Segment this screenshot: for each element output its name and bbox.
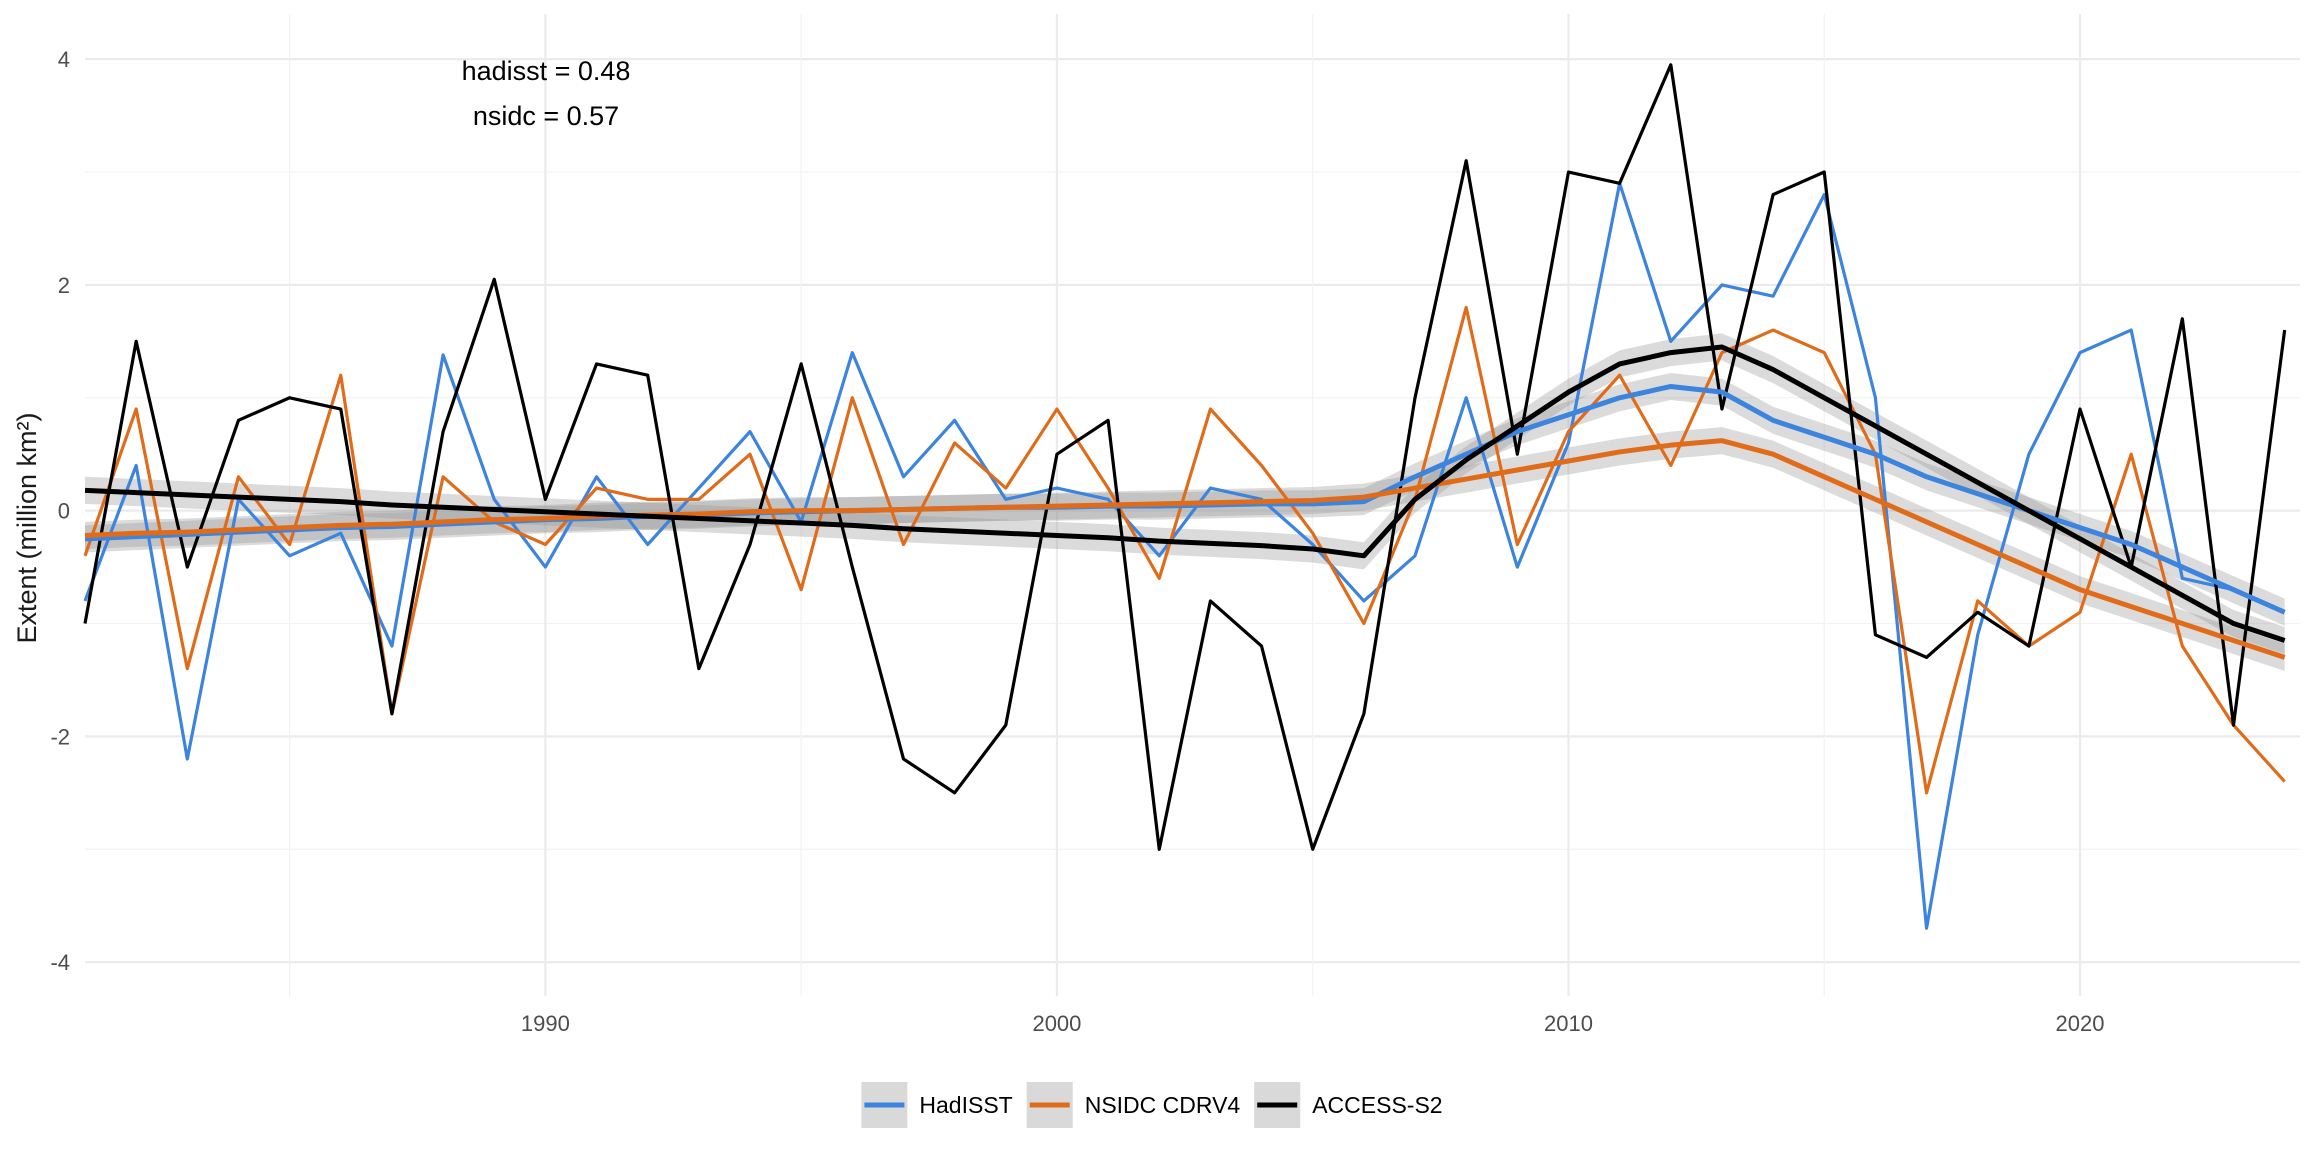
trend-lines: [84, 344, 2286, 660]
axis-labels: -4 -2 0 2 4 1990 2000 2010 2020: [50, 47, 2104, 1036]
x-tick-label: 2000: [1032, 1011, 1081, 1036]
y-tick-label: -4: [50, 950, 70, 975]
x-tick-label: 2010: [1544, 1011, 1593, 1036]
annotations: hadisst = 0.48 nsidc = 0.57: [462, 56, 631, 131]
trend-line: [84, 344, 2286, 643]
legend-label: NSIDC CDRV4: [1085, 1092, 1241, 1118]
y-tick-label: 0: [58, 499, 70, 524]
series-line: [83, 305, 2286, 795]
confidence-bands: [85, 333, 2285, 671]
y-tick-label: 4: [58, 47, 70, 72]
legend-label: HadISST: [919, 1092, 1012, 1118]
y-axis-label: Extent (million km²): [12, 412, 42, 643]
series-line: [83, 181, 2286, 930]
y-tick-label: -2: [50, 724, 70, 749]
trend-line: [84, 438, 2286, 660]
x-tick-label: 1990: [521, 1011, 570, 1036]
x-tick-label: 2020: [2056, 1011, 2105, 1036]
correlation-annotation: nsidc = 0.57: [473, 101, 619, 131]
correlation-annotation: hadisst = 0.48: [462, 56, 631, 86]
confidence-band: [85, 372, 2285, 626]
series-line: [83, 63, 2287, 851]
legend: HadISST NSIDC CDRV4 ACCESS-S2: [861, 1082, 1443, 1128]
legend-label: ACCESS-S2: [1312, 1092, 1442, 1118]
series-lines: [83, 63, 2287, 930]
y-tick-label: 2: [58, 273, 70, 298]
